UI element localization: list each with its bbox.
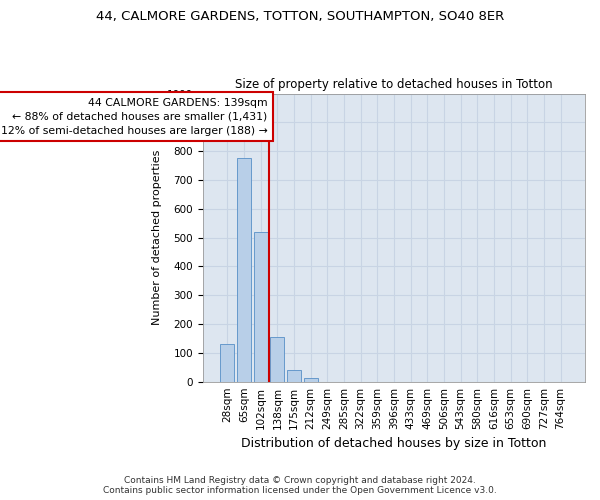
Text: 44, CALMORE GARDENS, TOTTON, SOUTHAMPTON, SO40 8ER: 44, CALMORE GARDENS, TOTTON, SOUTHAMPTON… (96, 10, 504, 23)
Title: Size of property relative to detached houses in Totton: Size of property relative to detached ho… (235, 78, 553, 91)
X-axis label: Distribution of detached houses by size in Totton: Distribution of detached houses by size … (241, 437, 547, 450)
Bar (304, 378, 318, 382)
Bar (220, 344, 235, 382)
Bar (237, 158, 251, 382)
Bar (287, 370, 301, 382)
Y-axis label: Number of detached properties: Number of detached properties (152, 150, 161, 326)
Text: Contains HM Land Registry data © Crown copyright and database right 2024.
Contai: Contains HM Land Registry data © Crown c… (103, 476, 497, 495)
Bar (270, 337, 284, 382)
Text: 44 CALMORE GARDENS: 139sqm
← 88% of detached houses are smaller (1,431)
12% of s: 44 CALMORE GARDENS: 139sqm ← 88% of deta… (1, 98, 268, 136)
Bar (254, 232, 268, 382)
